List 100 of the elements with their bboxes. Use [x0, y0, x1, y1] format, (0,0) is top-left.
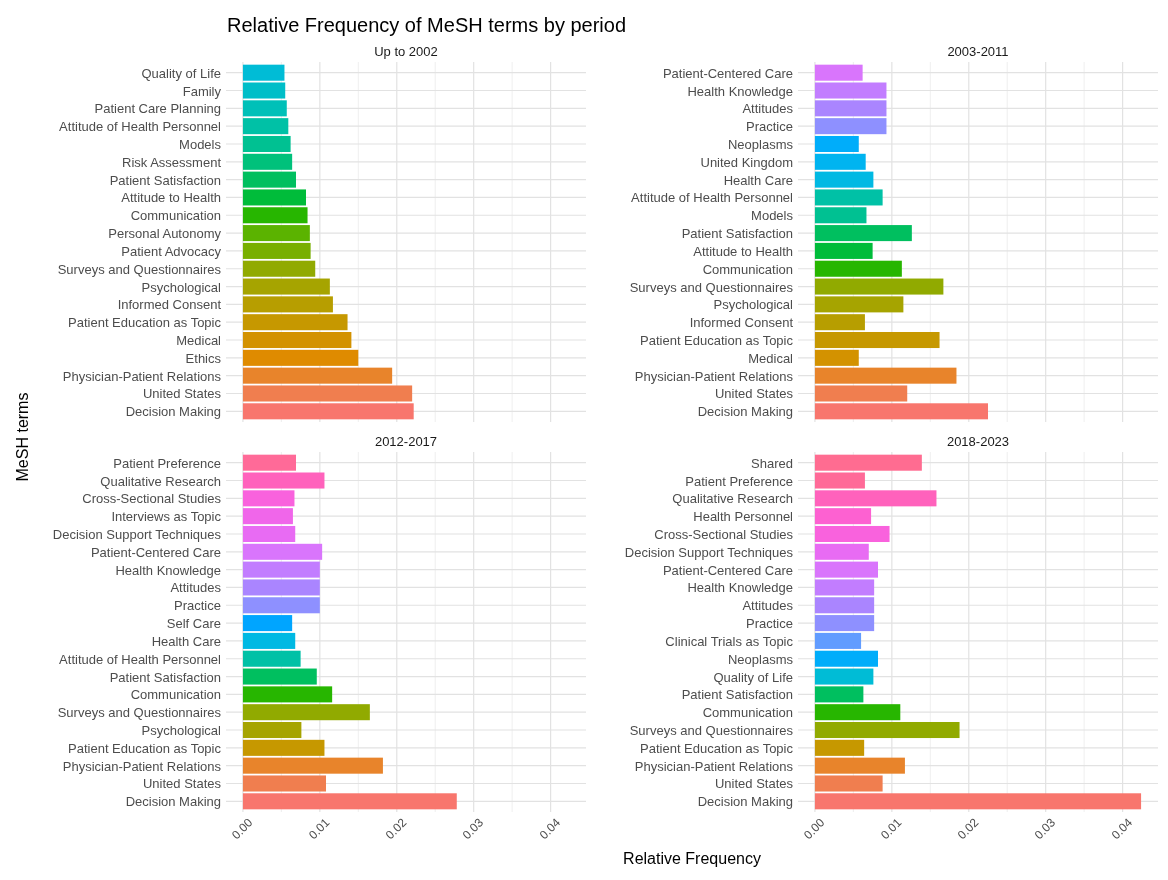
y-tick-label: Practice: [746, 615, 793, 631]
bar: [242, 153, 293, 170]
bar: [814, 739, 865, 756]
bar: [814, 135, 859, 152]
bar: [814, 367, 957, 384]
y-tick-label: Clinical Trials as Topic: [665, 633, 794, 649]
bar: [242, 757, 383, 774]
bar: [242, 525, 296, 542]
y-tick-label: Attitude to Health: [121, 189, 221, 205]
bar: [242, 615, 293, 632]
y-tick-label: Informed Consent: [117, 296, 222, 312]
y-tick-label: Communication: [702, 261, 793, 277]
y-tick-label: Attitude of Health Personnel: [631, 189, 794, 205]
bar: [814, 793, 1142, 810]
x-tick-label: 0.01: [305, 815, 333, 842]
y-tick-label: Quality of Life: [141, 65, 221, 81]
y-tick-label: United States: [142, 775, 222, 791]
y-tick-label: Health Personnel: [693, 508, 794, 524]
chart-subtitle: 2012-2017: [374, 434, 438, 449]
bar: [242, 64, 285, 81]
bar: [814, 118, 887, 135]
bar: [242, 722, 302, 739]
y-tick-label: Patient-Centered Care: [90, 544, 221, 560]
y-tick-label: Health Care: [151, 633, 221, 649]
x-tick-label: 0.04: [1108, 815, 1136, 842]
y-tick-label: Attitude of Health Personnel: [59, 118, 222, 134]
bar: [814, 579, 875, 596]
bar: [242, 775, 326, 792]
bar: [242, 403, 414, 420]
bar: [242, 579, 320, 596]
bar: [242, 508, 293, 525]
y-tick-label: Interviews as Topic: [111, 508, 222, 524]
bar: [242, 189, 306, 206]
bar: [814, 242, 873, 259]
bar: [814, 508, 872, 525]
y-tick-label: Cross-Sectional Studies: [654, 526, 794, 542]
bar: [814, 668, 874, 685]
y-tick-label: Self Care: [166, 615, 221, 631]
y-tick-label: Informed Consent: [689, 314, 794, 330]
y-tick-label: Health Knowledge: [115, 562, 221, 578]
y-tick-label: Health Knowledge: [687, 83, 793, 99]
y-tick-label: Medical: [176, 332, 222, 348]
y-tick-label: Patient Care Planning: [94, 100, 221, 116]
chart-title: Relative Frequency of MeSH terms by period: [227, 14, 627, 36]
y-tick-label: Attitude to Health: [693, 243, 793, 259]
y-tick-label: Models: [179, 136, 222, 152]
bar: [242, 260, 316, 277]
bar: [242, 118, 289, 135]
y-tick-label: Qualitative Research: [672, 490, 793, 506]
y-tick-label: Neoplasms: [727, 136, 794, 152]
y-tick-label: Medical: [748, 350, 794, 366]
y-tick-label: Neoplasms: [727, 651, 794, 667]
bar: [814, 615, 875, 632]
bar: [242, 349, 359, 366]
y-tick-label: Risk Assessment: [122, 154, 222, 170]
bar: [814, 543, 869, 560]
bar: [814, 153, 866, 170]
bar: [814, 225, 912, 242]
bar: [242, 793, 457, 810]
y-tick-label: Health Care: [723, 172, 793, 188]
bar: [242, 135, 291, 152]
y-tick-label: Decision Making: [697, 403, 793, 419]
y-tick-label: Decision Making: [125, 403, 221, 419]
y-tick-label: Personal Autonomy: [108, 225, 222, 241]
y-tick-label: Practice: [746, 118, 793, 134]
y-tick-label: Models: [751, 207, 794, 223]
y-tick-label: Quality of Life: [713, 669, 793, 685]
bar: [814, 171, 874, 188]
y-tick-label: Patient-Centered Care: [662, 562, 793, 578]
bar: [814, 64, 863, 81]
y-tick-label: Cross-Sectional Studies: [82, 490, 222, 506]
x-tick-label: 0.04: [536, 815, 564, 842]
x-tick-label: 0.00: [800, 815, 828, 842]
bar: [242, 472, 325, 489]
bar: [242, 82, 286, 99]
y-tick-label: United States: [714, 385, 794, 401]
bar: [814, 332, 940, 349]
bar: [814, 650, 878, 667]
bar: [242, 543, 323, 560]
y-tick-label: Patient Satisfaction: [681, 225, 793, 241]
bar: [814, 296, 904, 313]
bar: [814, 100, 887, 117]
y-tick-label: Physician-Patient Relations: [634, 758, 794, 774]
y-tick-label: Physician-Patient Relations: [634, 368, 794, 384]
bar: [814, 597, 875, 614]
bar: [814, 704, 901, 721]
y-tick-label: Family: [182, 83, 222, 99]
chart-subtitle: 2003-2011: [947, 44, 1009, 59]
y-tick-label: Decision Making: [125, 793, 221, 809]
bar: [814, 490, 937, 507]
bar: [242, 385, 413, 402]
bar: [242, 561, 320, 578]
y-tick-label: Patient Education as Topic: [640, 740, 794, 756]
y-tick-label: Decision Support Techniques: [624, 544, 794, 560]
bar: [242, 225, 310, 242]
bar: [814, 349, 859, 366]
y-tick-label: Patient-Centered Care: [662, 65, 793, 81]
y-tick-label: Patient Satisfaction: [109, 172, 221, 188]
bar: [814, 314, 865, 331]
bar: [814, 561, 878, 578]
